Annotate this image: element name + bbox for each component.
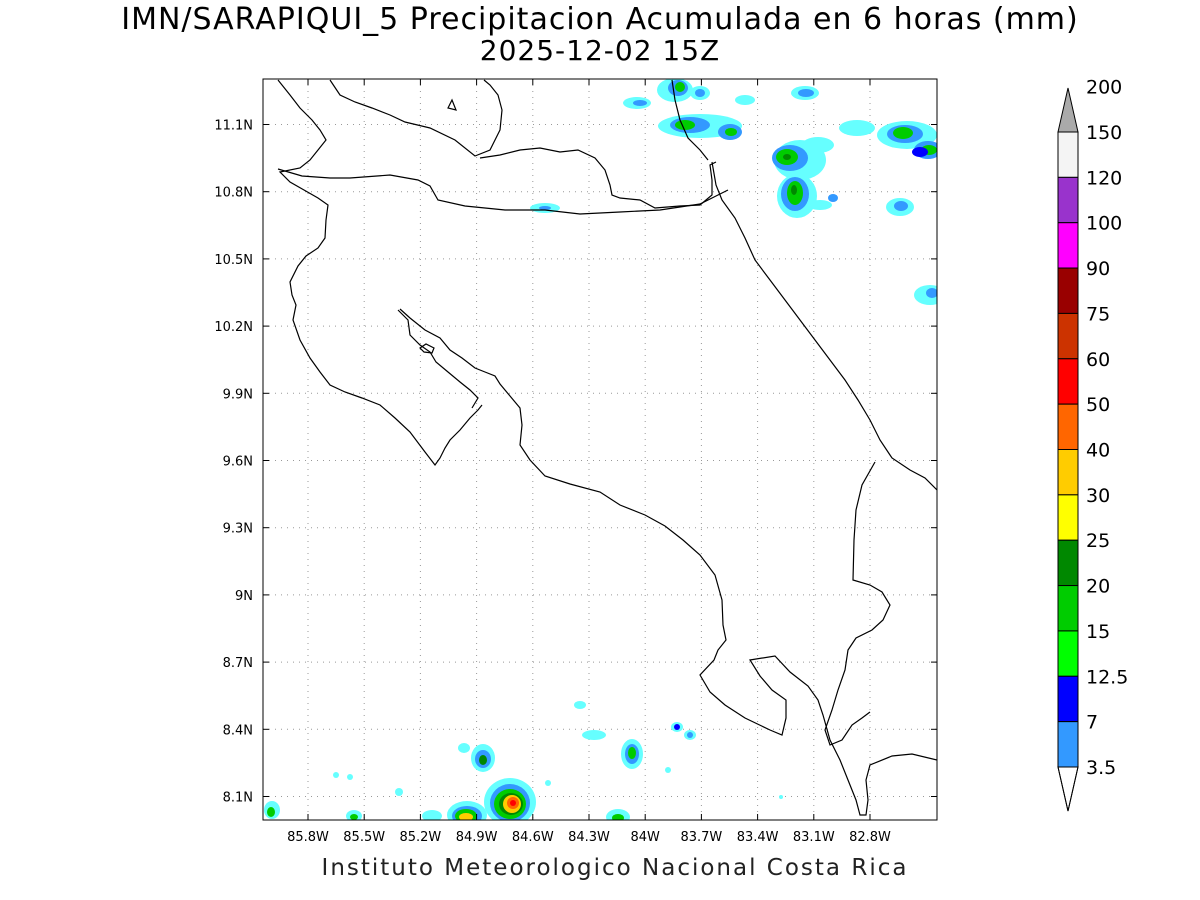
- lon-tick-label: 84W: [630, 830, 660, 845]
- coastlines: [277, 79, 937, 816]
- colorbar-swatch: [1057, 539, 1079, 587]
- lat-tick-label: 10.8N: [214, 186, 253, 201]
- lake-nicaragua-shore: [329, 79, 503, 157]
- lon-tick-label: 85.2W: [399, 830, 441, 845]
- colorbar-label: 30: [1086, 485, 1110, 507]
- colorbar-swatch: [1057, 585, 1079, 632]
- colorbar-label: 15: [1086, 621, 1110, 643]
- colorbar-swatch: [1057, 222, 1079, 269]
- lon-tick-label: 84.9W: [456, 830, 498, 845]
- lon-tick-label: 83.4W: [737, 830, 779, 845]
- lat-tick-label: 8.4N: [223, 723, 253, 738]
- colorbar-swatch: [1057, 358, 1079, 405]
- central-pacific-coast: [399, 308, 937, 816]
- colorbar-label: 120: [1086, 167, 1122, 189]
- colorbar-label: 50: [1086, 394, 1110, 416]
- colorbar-swatch: [1057, 312, 1079, 360]
- lon-tick-label: 85.8W: [287, 830, 329, 845]
- colorbar-label: 20: [1086, 576, 1110, 598]
- colorbar-label: 7: [1086, 712, 1098, 734]
- lat-tick-label: 8.7N: [223, 656, 253, 671]
- colorbar-label: 40: [1086, 440, 1110, 462]
- longitude-ticks: 85.8W 85.5W 85.2W 84.9W 84.6W 84.3W 84W 83.7W 83…: [287, 79, 891, 845]
- colorbar-swatch: [1057, 721, 1079, 768]
- colorbar-label: 100: [1086, 213, 1122, 235]
- colorbar-label: 3.5: [1086, 757, 1116, 779]
- colorbar-swatch: [1057, 403, 1079, 450]
- nicaragua-inland-line: [671, 79, 709, 161]
- footer-credit: Instituto Meteorologico Nacional Costa R…: [321, 855, 909, 881]
- island-small-2: [419, 343, 435, 354]
- lat-tick-label: 9.3N: [223, 522, 253, 537]
- colorbar-swatch: [1057, 675, 1079, 723]
- lat-tick-label: 8.1N: [223, 791, 253, 806]
- colorbar-label: 200: [1086, 77, 1122, 99]
- colorbar-swatch: [1057, 267, 1079, 314]
- colorbar-label: 25: [1086, 530, 1110, 552]
- colorbar-label: 75: [1086, 303, 1110, 325]
- map-frame: [262, 78, 938, 821]
- colorbar-bottom-arrow-outline: [1057, 766, 1079, 812]
- lat-tick-label: 11.1N: [214, 119, 253, 134]
- chart-title: IMN/SARAPIQUI_5 Precipitacion Acumulada …: [121, 2, 1079, 37]
- rain-cell-north-1: [623, 79, 819, 109]
- lon-tick-label: 84.3W: [568, 830, 610, 845]
- colorbar-bottom-arrow: [1057, 766, 1079, 812]
- rain-cell-north-2: [658, 114, 742, 140]
- colorbar-swatch: [1057, 449, 1079, 496]
- colorbar-swatch: [1057, 131, 1079, 178]
- colorbar-swatch: [1057, 494, 1079, 541]
- lat-tick-label: 9N: [235, 589, 253, 604]
- lon-tick-label: 83.1W: [793, 830, 835, 845]
- lat-tick-label: 9.6N: [223, 455, 253, 470]
- colorbar-legend: 3.5 7 12.5 15 20 25 30 40 50 60 75 90 100 120 150 200: [1057, 77, 1128, 812]
- latitude-ticks: 11.1N 10.8N 10.5N 10.2N 9.9N 9.6N 9.3N 9N 8.7N 8.…: [214, 119, 937, 806]
- colorbar-swatch: [1057, 630, 1079, 677]
- chart-subtitle-date: 2025-12-02 15Z: [479, 34, 721, 67]
- colorbar-top-arrow: [1057, 87, 1079, 133]
- north-pacific-coast: [277, 79, 483, 467]
- colorbar-label: 150: [1086, 122, 1122, 144]
- colorbar-label: 90: [1086, 258, 1110, 280]
- lat-tick-label: 10.5N: [214, 253, 253, 268]
- rain-cell-northeast: [530, 120, 937, 305]
- island-small-1: [447, 98, 457, 111]
- colorbar-label: 60: [1086, 349, 1110, 371]
- rain-cell-south: [264, 701, 783, 820]
- caribbean-coast: [711, 161, 937, 491]
- lon-tick-label: 85.5W: [343, 830, 385, 845]
- colorbar-swatch: [1057, 176, 1079, 224]
- lon-tick-label: 83.7W: [680, 830, 722, 845]
- colorbar-label: 12.5: [1086, 666, 1128, 688]
- panama-border: [824, 461, 891, 746]
- precipitation-areas: [264, 79, 937, 820]
- san-juan-river: [479, 147, 717, 209]
- lat-tick-label: 9.9N: [223, 387, 253, 402]
- gulf-nicoya-coast: [397, 309, 479, 409]
- lon-tick-label: 82.8W: [849, 830, 891, 845]
- map-frame-bg: [263, 79, 937, 820]
- lon-tick-label: 84.6W: [512, 830, 554, 845]
- lat-tick-label: 10.2N: [214, 320, 253, 335]
- gridlines: [263, 79, 937, 820]
- nicaragua-border: [277, 168, 729, 215]
